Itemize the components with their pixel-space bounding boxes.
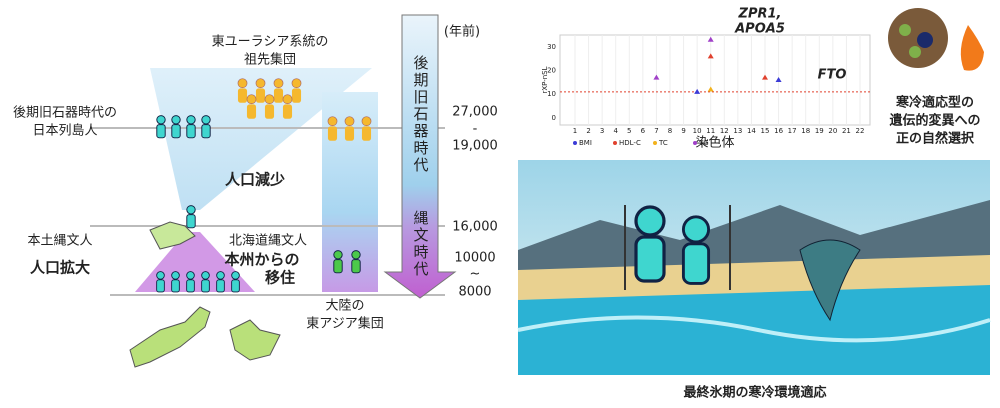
y-tick-label: 0 [552, 114, 556, 122]
legend-swatch [693, 141, 697, 145]
label: 祖先集団 [244, 52, 296, 68]
legend-label: BMI [579, 139, 592, 147]
time: - [473, 122, 478, 137]
x-tick-label: 17 [788, 127, 797, 135]
label: 東アジア集団 [306, 316, 383, 332]
snp-point [775, 77, 782, 82]
time: 16,000 [452, 220, 498, 235]
illustration: 最終氷期の寒冷環境適応 [517, 160, 991, 401]
snp-point [707, 53, 714, 59]
snp-point [707, 36, 714, 42]
x-tick-label: 3 [600, 127, 604, 135]
x-tick-label: 6 [641, 127, 646, 135]
fire-icon [960, 25, 984, 71]
x-tick-label: 19 [815, 127, 824, 135]
time: ~ [470, 267, 481, 282]
expansion-cone [135, 232, 255, 292]
x-tick-label: 10 [693, 127, 702, 135]
time: 8000 [458, 285, 491, 300]
period: 縄文時代 [412, 210, 430, 278]
plot-frame [559, 34, 871, 126]
fish [799, 239, 861, 322]
annotation: ZPR1, [738, 7, 782, 22]
x-tick-label: 8 [668, 127, 672, 135]
label: 北海道縄文人 [229, 234, 307, 249]
time: 27,000 [452, 105, 498, 120]
legend-swatch [573, 141, 577, 145]
snp-point [653, 74, 660, 80]
x-tick-label: 11 [706, 127, 715, 135]
label: 移住 [265, 269, 295, 287]
time-arrow [383, 14, 457, 299]
hokkaido-map [229, 319, 281, 361]
label: 大陸の [325, 298, 364, 314]
snp-point [707, 86, 714, 92]
legend-label: TC [658, 139, 668, 147]
label: 人口減少 [225, 171, 285, 189]
y-tick-label: 10 [547, 90, 556, 98]
x-tick-label: 16 [774, 127, 783, 135]
caption: 寒冷適応型の 遺伝的変異への 正の自然選択 [888, 8, 984, 147]
label: 本州からの [224, 251, 299, 269]
label: 本土縄文人 [27, 234, 92, 249]
x-tick-label: 21 [842, 127, 851, 135]
japan-map [129, 306, 211, 368]
annotation: FTO [818, 68, 847, 83]
unit: (年前) [444, 24, 480, 40]
caption-line: 正の自然選択 [896, 131, 975, 147]
label: 東ユーラシア系統の [212, 34, 329, 50]
legend-label: TG [698, 139, 709, 147]
y-tick-label: 30 [547, 43, 556, 51]
illustration-caption: 最終氷期の寒冷環境適応 [683, 385, 826, 401]
x-tick-label: 12 [720, 127, 729, 135]
x-tick-label: 14 [747, 127, 756, 135]
legend-swatch [653, 141, 657, 145]
x-tick-label: 20 [828, 127, 837, 135]
caption-line: 寒冷適応型の [895, 95, 974, 111]
period: 後期旧石器時代 [412, 55, 430, 174]
legend-label: HDL-C [619, 139, 641, 147]
time: 10000 [454, 251, 495, 266]
cone [150, 68, 372, 210]
y-tick-label: 20 [547, 67, 556, 75]
caption-line: 遺伝的変異への [888, 113, 980, 129]
time: 19,000 [452, 139, 498, 154]
label: 人口拡大 [30, 259, 90, 277]
x-tick-label: 15 [761, 127, 770, 135]
label: 日本列島人 [32, 124, 97, 139]
x-tick-label: 22 [856, 127, 865, 135]
y-label: rXP-nSL [541, 66, 549, 93]
x-tick-label: 4 [613, 127, 618, 135]
x-tick-label: 1 [573, 127, 577, 135]
x-tick-label: 9 [681, 127, 685, 135]
label: 後期旧石器時代の [13, 106, 117, 121]
left-panel: 東ユーラシア系統の 祖先集団 後期旧石器時代の 日本列島人 人口減少 本土縄文人… [13, 14, 498, 368]
x-tick-label: 5 [627, 127, 631, 135]
x-tick-label: 13 [733, 127, 742, 135]
legend-swatch [613, 141, 617, 145]
japan-map-small [149, 221, 196, 250]
snp-point [762, 74, 768, 80]
x-tick-label: 18 [801, 127, 810, 135]
x-tick-label: 7 [654, 127, 658, 135]
x-tick-label: 2 [586, 127, 590, 135]
snp-point [694, 88, 701, 94]
x-label: 染色体 [695, 135, 734, 151]
annotation: APOA5 [734, 22, 785, 37]
